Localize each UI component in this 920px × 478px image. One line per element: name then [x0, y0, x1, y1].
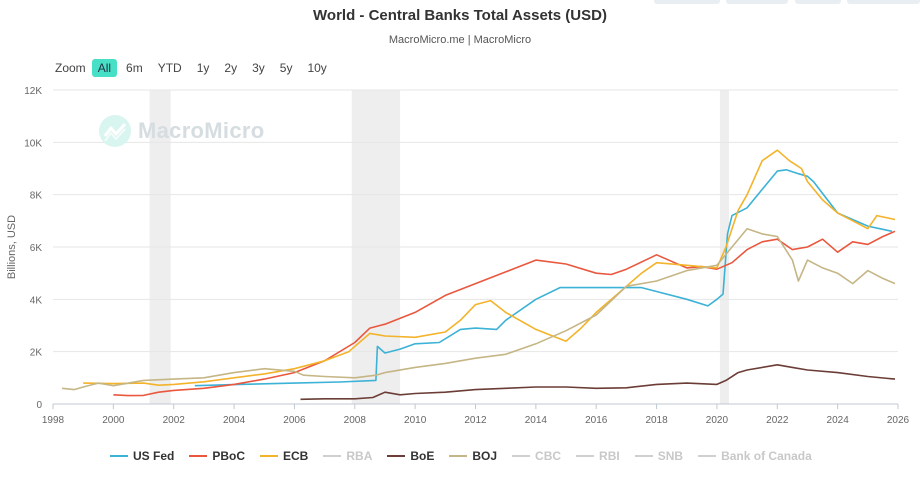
legend-item[interactable]: PBoC [189, 449, 245, 463]
x-tick-label: 2020 [706, 415, 729, 426]
legend-label: BoE [410, 449, 435, 463]
y-tick-label: 4K [30, 295, 43, 306]
zoom-button[interactable]: 3y [252, 61, 265, 75]
legend-swatch [323, 455, 342, 457]
zoom-button[interactable]: 10y [307, 61, 327, 75]
legend-label: Bank of Canada [721, 449, 812, 463]
chart-title: World - Central Banks Total Assets (USD) [313, 7, 607, 24]
legend-label: ECB [283, 449, 309, 463]
y-tick-label: 2K [30, 348, 43, 359]
zoom-label: Zoom [55, 61, 86, 75]
legend-item[interactable]: ECB [260, 449, 308, 463]
zoom-button[interactable]: 1y [196, 61, 210, 75]
x-tick-label: 1998 [42, 415, 65, 426]
series-line-boj [62, 227, 896, 391]
legend-item[interactable]: SNB [634, 449, 684, 463]
legend-item[interactable]: US Fed [110, 449, 174, 463]
legend-swatch [189, 455, 208, 457]
x-tick-label: 2008 [344, 415, 367, 426]
y-tick-label: 8K [30, 191, 43, 202]
watermark: MacroMicro [98, 114, 264, 148]
legend-swatch [110, 455, 128, 457]
zoom-button[interactable]: YTD [157, 61, 182, 75]
x-tick-label: 2016 [585, 415, 608, 426]
legend-swatch [698, 455, 717, 457]
y-tick-label: 6K [30, 243, 43, 254]
series-line-pboc [113, 230, 896, 397]
watermark-text: MacroMicro [138, 118, 265, 143]
legend-swatch [512, 455, 531, 457]
series-line-ecb [83, 149, 896, 387]
y-tick-label: 10K [24, 138, 42, 149]
x-tick-label: 2006 [283, 415, 306, 426]
macromicro-logo-icon [99, 115, 131, 147]
legend-label: BOJ [472, 449, 498, 463]
legend-swatch [449, 455, 468, 457]
x-tick-label: 2010 [404, 415, 427, 426]
zoom-bar: Zoom All 6m YTD 1y 2y 3y 5y 10y [55, 59, 336, 77]
y-axis-label: Billions, USD [6, 215, 18, 279]
legend-label: PBoC [212, 449, 246, 463]
x-tick-label: 2004 [223, 415, 246, 426]
top-tab[interactable] [654, 0, 720, 4]
legend: US Fed PBoC ECB RBA BoE BOJ CBC RBI SNB … [110, 449, 827, 463]
legend-item[interactable]: RBI [576, 449, 620, 463]
series-line-us-fed [194, 169, 893, 387]
x-tick-label: 2014 [525, 415, 548, 426]
legend-item[interactable]: RBA [323, 449, 372, 463]
legend-swatch [634, 455, 653, 457]
x-tick-label: 2018 [645, 415, 668, 426]
legend-label: SNB [657, 449, 684, 463]
top-tab[interactable] [847, 0, 920, 4]
zoom-button[interactable]: All [91, 59, 118, 77]
zoom-button[interactable]: 6m [126, 61, 143, 75]
top-tab[interactable] [795, 0, 841, 4]
x-tick-label: 2026 [887, 415, 910, 426]
legend-label: CBC [535, 449, 562, 463]
zoom-button[interactable]: 2y [224, 61, 238, 75]
series-line-boe [300, 363, 896, 401]
legend-label: RBI [599, 449, 620, 463]
x-tick-label: 2000 [102, 415, 125, 426]
legend-item[interactable]: BoE [387, 449, 434, 463]
x-tick-label: 2002 [163, 415, 186, 426]
y-tick-label: 12K [24, 86, 42, 97]
x-tick-label: 2022 [766, 415, 789, 426]
x-tick-label: 2012 [464, 415, 487, 426]
legend-label: US Fed [133, 449, 175, 463]
y-tick-label: 0 [36, 400, 42, 411]
chart-subtitle: MacroMicro.me | MacroMicro [388, 34, 532, 46]
legend-item[interactable]: CBC [512, 449, 561, 463]
legend-item[interactable]: Bank of Canada [698, 449, 812, 463]
zoom-button[interactable]: 5y [279, 61, 293, 75]
x-tick-label: 2024 [827, 415, 850, 426]
legend-label: RBA [346, 449, 373, 463]
top-tab[interactable] [726, 0, 788, 4]
legend-swatch [260, 455, 279, 457]
legend-swatch [576, 455, 595, 457]
legend-item[interactable]: BOJ [449, 449, 497, 463]
legend-swatch [387, 455, 406, 457]
